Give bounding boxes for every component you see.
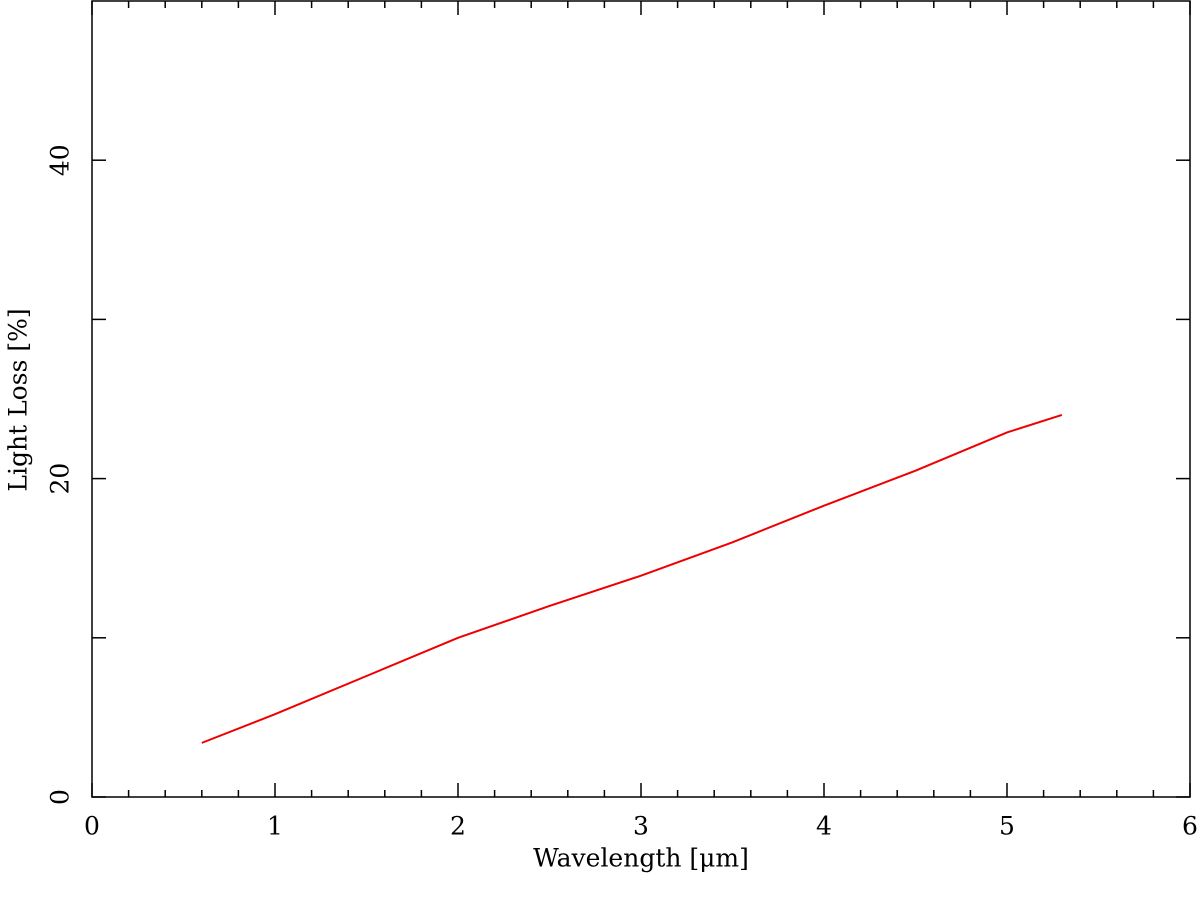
plot-frame [91, 0, 1191, 798]
x-axis-label: Wavelength [μm] [533, 844, 749, 873]
data-line [201, 413, 1063, 744]
y-tick-label: 40 [46, 144, 75, 176]
x-tick-label: 3 [633, 812, 649, 841]
x-tick-label: 1 [267, 812, 283, 841]
x-tick-label: 2 [450, 812, 466, 841]
y-tick-label: 0 [46, 789, 75, 805]
x-tick-label: 5 [999, 812, 1015, 841]
y-axis-label: Light Loss [%] [4, 308, 33, 491]
x-tick-label: 4 [816, 812, 832, 841]
x-tick-label: 6 [1182, 812, 1198, 841]
y-tick-label: 20 [46, 463, 75, 495]
x-tick-label: 0 [84, 812, 100, 841]
